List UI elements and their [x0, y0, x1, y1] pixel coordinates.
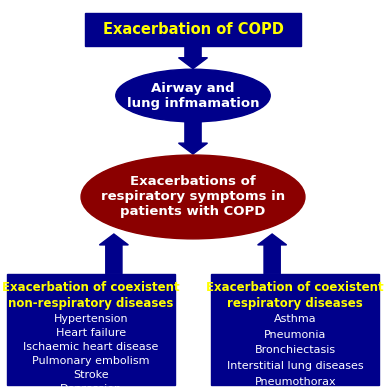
Polygon shape — [100, 234, 128, 274]
FancyBboxPatch shape — [7, 274, 174, 385]
FancyBboxPatch shape — [85, 13, 301, 46]
Text: Asthma: Asthma — [274, 314, 317, 324]
Text: Hypertension: Hypertension — [53, 314, 128, 324]
Text: Ischaemic heart disease: Ischaemic heart disease — [23, 342, 158, 352]
Text: Exacerbation of coexistent
non-respiratory diseases: Exacerbation of coexistent non-respirato… — [2, 281, 179, 310]
Text: Exacerbation of COPD: Exacerbation of COPD — [103, 22, 283, 37]
Text: Interstitial lung diseases: Interstitial lung diseases — [227, 361, 364, 371]
Polygon shape — [258, 234, 286, 274]
FancyBboxPatch shape — [212, 274, 379, 385]
Ellipse shape — [116, 69, 270, 122]
Text: Exacerbation of coexistent
respiratory diseases: Exacerbation of coexistent respiratory d… — [207, 281, 384, 310]
Polygon shape — [178, 46, 208, 69]
Text: Exacerbations of
respiratory symptoms in
patients with COPD: Exacerbations of respiratory symptoms in… — [101, 176, 285, 218]
Text: Pneumonia: Pneumonia — [264, 330, 327, 340]
Text: Bronchiectasis: Bronchiectasis — [255, 346, 336, 355]
Ellipse shape — [81, 155, 305, 239]
Text: Depression: Depression — [60, 385, 122, 390]
Text: Heart failure: Heart failure — [56, 328, 126, 338]
Polygon shape — [178, 122, 208, 154]
Text: Pulmonary embolism: Pulmonary embolism — [32, 356, 149, 366]
Text: Pneumothorax: Pneumothorax — [254, 377, 336, 386]
Text: Stroke: Stroke — [73, 370, 108, 380]
Text: Airway and
lung infmamation: Airway and lung infmamation — [127, 82, 259, 110]
